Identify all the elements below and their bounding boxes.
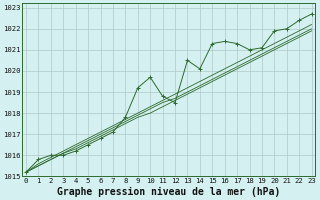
X-axis label: Graphe pression niveau de la mer (hPa): Graphe pression niveau de la mer (hPa) [57,186,280,197]
